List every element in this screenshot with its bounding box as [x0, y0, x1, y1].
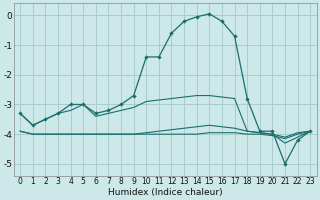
X-axis label: Humidex (Indice chaleur): Humidex (Indice chaleur) — [108, 188, 222, 197]
